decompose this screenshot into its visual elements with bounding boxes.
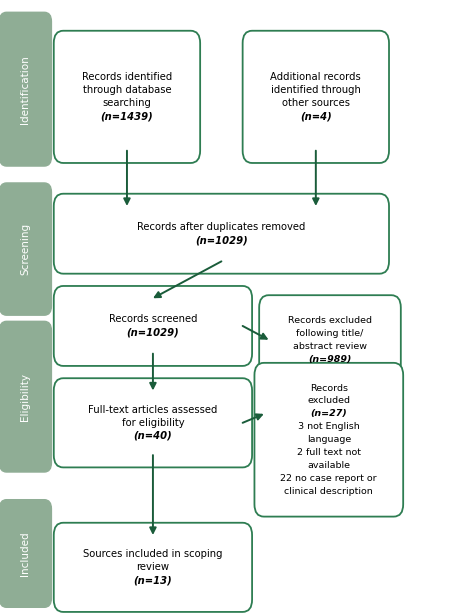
Text: (n=1029): (n=1029)	[195, 235, 248, 245]
Text: 22 no case report or: 22 no case report or	[281, 474, 377, 483]
FancyBboxPatch shape	[255, 363, 403, 517]
Text: excluded: excluded	[307, 397, 350, 405]
FancyBboxPatch shape	[54, 523, 252, 612]
Text: language: language	[307, 435, 351, 444]
Text: (n=989): (n=989)	[308, 355, 352, 363]
Text: following title/: following title/	[296, 329, 364, 338]
FancyBboxPatch shape	[54, 378, 252, 467]
Text: Records: Records	[310, 384, 348, 392]
FancyBboxPatch shape	[54, 194, 389, 274]
Text: (n=1439): (n=1439)	[100, 111, 153, 121]
Text: identified through: identified through	[271, 85, 361, 95]
Text: other sources: other sources	[282, 98, 350, 108]
Text: Eligibility: Eligibility	[20, 373, 30, 421]
FancyBboxPatch shape	[54, 286, 252, 366]
FancyBboxPatch shape	[0, 499, 51, 608]
Text: 3 not English: 3 not English	[298, 423, 360, 431]
Text: 2 full text not: 2 full text not	[297, 448, 361, 457]
Text: (n=1029): (n=1029)	[127, 327, 179, 338]
Text: through database: through database	[82, 85, 171, 95]
Text: searching: searching	[102, 98, 151, 108]
FancyBboxPatch shape	[54, 31, 200, 163]
Text: review: review	[137, 562, 169, 573]
Text: (n=13): (n=13)	[134, 575, 173, 585]
Text: (n=27): (n=27)	[310, 410, 347, 418]
Text: Full-text articles assessed: Full-text articles assessed	[88, 405, 218, 415]
Text: Sources included in scoping: Sources included in scoping	[83, 549, 223, 560]
Text: abstract review: abstract review	[293, 342, 367, 351]
Text: Additional records: Additional records	[271, 73, 361, 82]
Text: (n=4): (n=4)	[300, 111, 332, 121]
Text: available: available	[307, 461, 350, 470]
Text: Screening: Screening	[20, 223, 30, 275]
FancyBboxPatch shape	[0, 12, 51, 166]
Text: Identification: Identification	[20, 55, 30, 124]
FancyBboxPatch shape	[259, 295, 401, 384]
Text: Records screened: Records screened	[109, 314, 197, 325]
FancyBboxPatch shape	[243, 31, 389, 163]
Text: Records after duplicates removed: Records after duplicates removed	[137, 222, 306, 232]
Text: for eligibility: for eligibility	[122, 418, 184, 428]
FancyBboxPatch shape	[0, 183, 51, 315]
Text: Records identified: Records identified	[82, 73, 172, 82]
FancyBboxPatch shape	[0, 322, 51, 472]
Text: (n=40): (n=40)	[134, 430, 173, 441]
Text: Records excluded: Records excluded	[288, 316, 372, 325]
Text: Included: Included	[20, 531, 30, 576]
Text: clinical description: clinical description	[284, 487, 373, 496]
